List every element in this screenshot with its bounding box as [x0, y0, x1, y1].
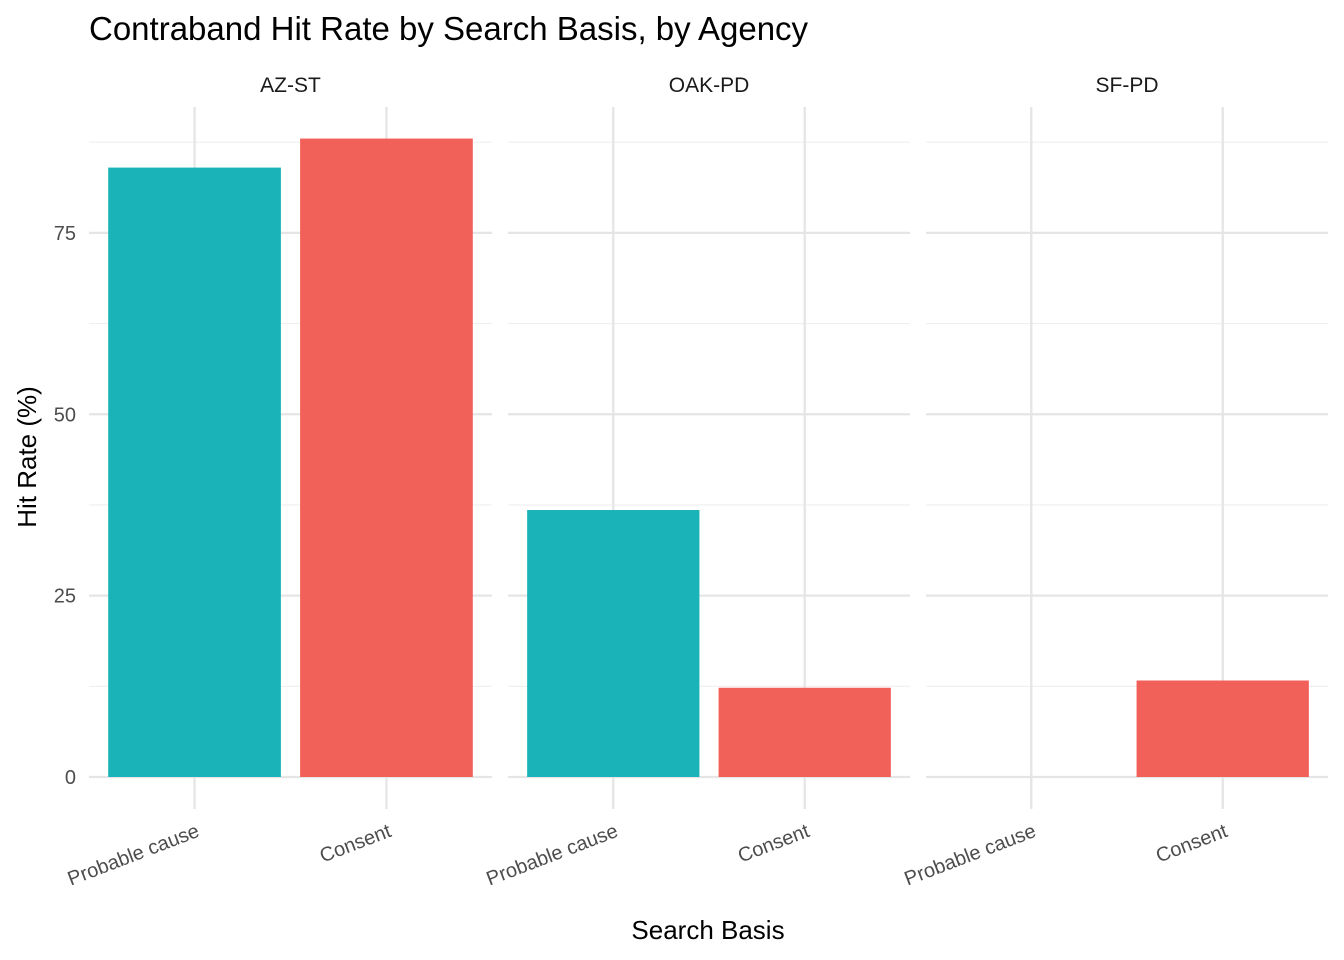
bar [527, 510, 700, 777]
chart-title: Contraband Hit Rate by Search Basis, by … [89, 10, 809, 47]
y-tick-label: 50 [54, 404, 76, 426]
facet-label: SF-PD [1096, 74, 1159, 97]
bar [300, 138, 473, 777]
facet-label: OAK-PD [669, 74, 750, 97]
facet-label: AZ-ST [260, 74, 321, 97]
x-axis-title: Search Basis [631, 915, 784, 945]
x-tick-label: Probable cause [65, 820, 203, 890]
x-tick-label: Probable cause [483, 820, 621, 890]
facet-strips: AZ-ST OAK-PD SF-PD [260, 74, 1158, 97]
x-tick-label: Consent [735, 820, 813, 867]
bar [108, 167, 281, 777]
x-tick-label: Consent [317, 820, 395, 867]
bar [718, 687, 891, 777]
y-tick-label: 0 [65, 767, 76, 789]
y-axis-title: Hit Rate (%) [12, 386, 42, 528]
y-axis-ticks: 0 25 50 75 [54, 223, 76, 789]
bars [108, 138, 1309, 777]
y-tick-label: 75 [54, 223, 76, 245]
x-tick-label: Probable cause [901, 820, 1039, 890]
x-axis-ticks: Probable cause Consent Probable cause Conse… [65, 820, 1231, 891]
bar [1136, 680, 1309, 777]
x-tick-label: Consent [1153, 820, 1231, 867]
y-tick-label: 25 [54, 586, 76, 608]
